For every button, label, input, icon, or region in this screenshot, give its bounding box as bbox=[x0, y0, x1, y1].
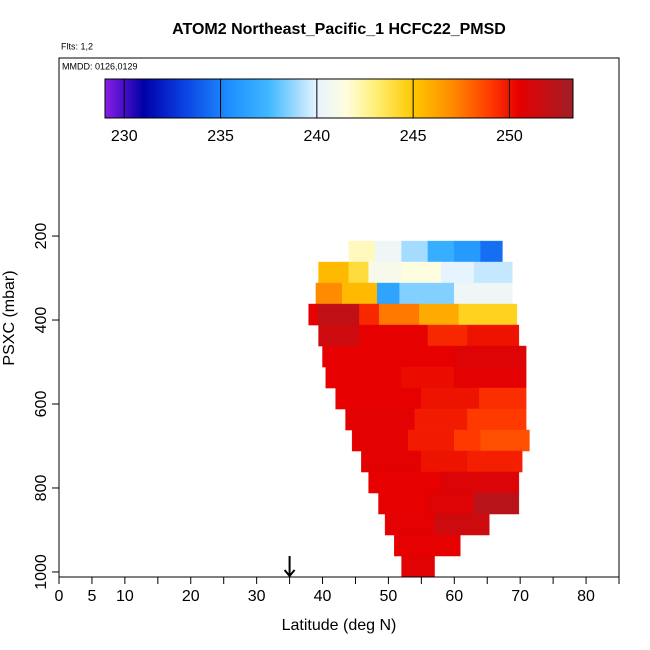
cell bbox=[359, 324, 429, 347]
subtitle: Flts: 1,2 bbox=[61, 41, 93, 51]
y-tick-label: 1000 bbox=[33, 554, 50, 590]
cell bbox=[440, 261, 475, 284]
y-tick-label: 400 bbox=[33, 307, 50, 334]
colorbar bbox=[104, 78, 574, 119]
y-tick-label: 800 bbox=[33, 475, 50, 502]
x-tick-label: 70 bbox=[511, 588, 529, 605]
y-tick-label: 600 bbox=[33, 391, 50, 418]
colorbar-tick-label: 240 bbox=[304, 128, 331, 145]
cell bbox=[473, 261, 513, 284]
cell bbox=[480, 240, 503, 263]
cell bbox=[473, 492, 520, 515]
cell bbox=[361, 450, 422, 473]
x-tick-label: 80 bbox=[577, 588, 595, 605]
cell bbox=[376, 282, 400, 305]
x-tick-label: 60 bbox=[445, 588, 463, 605]
cell bbox=[394, 534, 461, 557]
x-tick-label: 30 bbox=[248, 588, 266, 605]
cell bbox=[368, 261, 402, 284]
x-tick-label: 20 bbox=[182, 588, 200, 605]
cell bbox=[458, 303, 518, 326]
cell bbox=[454, 366, 527, 389]
cell bbox=[308, 303, 319, 326]
cell bbox=[419, 303, 460, 326]
cell bbox=[467, 450, 523, 473]
cell bbox=[322, 345, 389, 368]
cell bbox=[401, 366, 455, 389]
cell bbox=[427, 492, 475, 515]
cell bbox=[374, 240, 402, 263]
x-tick-label: 0 bbox=[55, 588, 64, 605]
cell bbox=[318, 261, 350, 284]
cell bbox=[434, 513, 490, 536]
x-tick-label: 10 bbox=[116, 588, 134, 605]
plot-frame bbox=[58, 57, 620, 578]
colorbar-tick-label: 245 bbox=[400, 128, 427, 145]
cell bbox=[427, 324, 468, 347]
cell bbox=[378, 303, 420, 326]
cell bbox=[401, 555, 435, 578]
cell bbox=[318, 324, 360, 347]
colorbar-tick-label: 250 bbox=[496, 128, 523, 145]
cell bbox=[479, 387, 527, 410]
cell bbox=[317, 303, 360, 326]
chart-title: ATOM2 Northeast_Pacific_1 HCFC22_PMSD bbox=[172, 21, 506, 38]
y-tick-label: 200 bbox=[33, 223, 50, 250]
cell bbox=[325, 366, 402, 389]
cell bbox=[421, 387, 480, 410]
x-tick-label: 40 bbox=[314, 588, 332, 605]
cell bbox=[348, 261, 369, 284]
cell bbox=[342, 282, 378, 305]
cell bbox=[368, 471, 442, 494]
cell bbox=[315, 282, 343, 305]
y-axis-label: PSXC (mbar) bbox=[1, 270, 18, 365]
cell bbox=[421, 450, 468, 473]
cell bbox=[407, 429, 455, 452]
cell bbox=[440, 471, 520, 494]
cell bbox=[388, 345, 455, 368]
cell bbox=[454, 240, 481, 263]
cell bbox=[401, 261, 442, 284]
cell bbox=[345, 408, 416, 431]
colorbar-tick-label: 235 bbox=[207, 128, 234, 145]
cell bbox=[480, 429, 530, 452]
cell bbox=[348, 240, 376, 263]
cell bbox=[359, 303, 380, 326]
cell bbox=[454, 429, 481, 452]
cell bbox=[467, 324, 520, 347]
x-axis-label: Latitude (deg N) bbox=[282, 617, 397, 634]
cell bbox=[384, 513, 435, 536]
cell bbox=[454, 345, 527, 368]
x-tick-label: 5 bbox=[87, 588, 96, 605]
cell bbox=[401, 240, 429, 263]
cell bbox=[351, 429, 409, 452]
cell bbox=[454, 282, 513, 305]
cell bbox=[427, 240, 455, 263]
x-tick-label: 50 bbox=[380, 588, 398, 605]
annotation: MMDD: 0126,0129 bbox=[62, 61, 138, 71]
cell bbox=[399, 282, 455, 305]
cell bbox=[335, 387, 422, 410]
cell bbox=[378, 492, 429, 515]
cell bbox=[414, 408, 468, 431]
curtain bbox=[308, 240, 530, 578]
location-arrow bbox=[283, 556, 296, 578]
colorbar-tick-label: 230 bbox=[111, 128, 138, 145]
cell bbox=[467, 408, 527, 431]
